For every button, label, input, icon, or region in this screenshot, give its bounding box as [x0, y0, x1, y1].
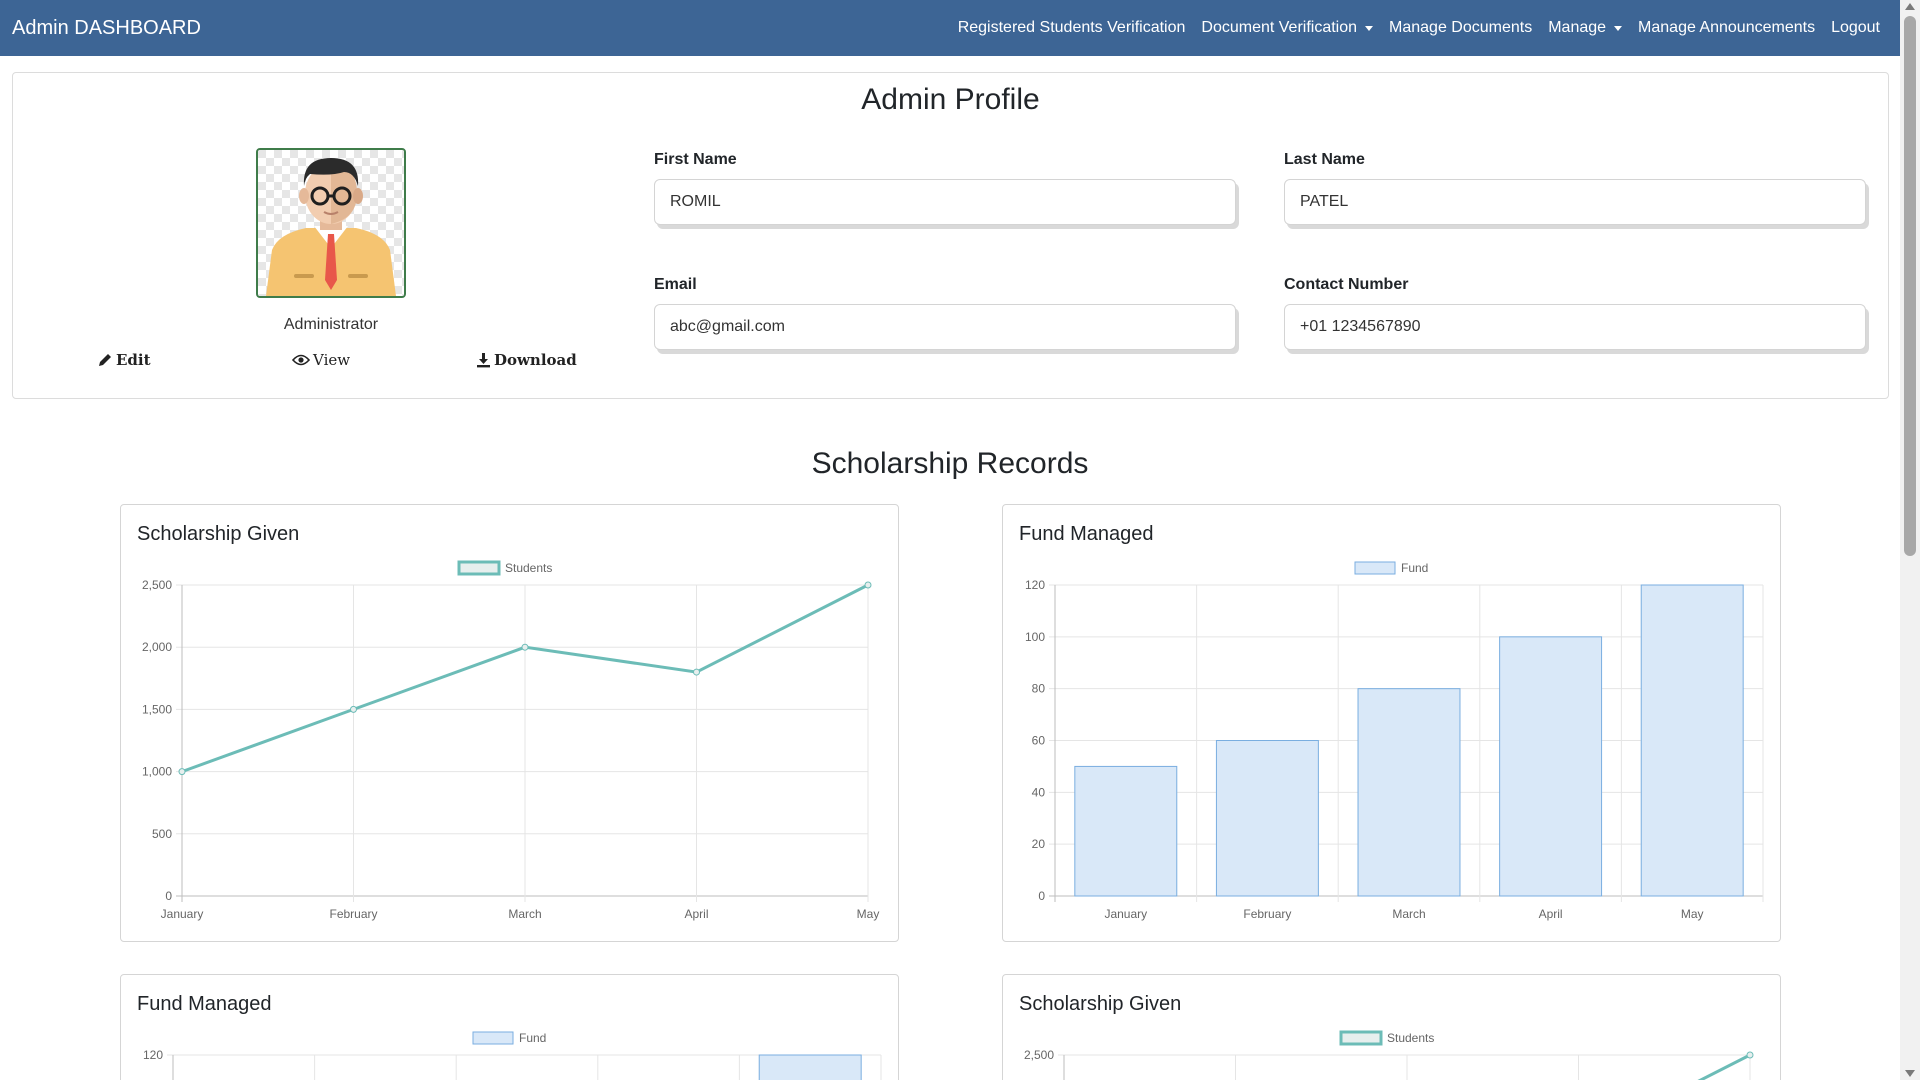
admin-avatar — [256, 148, 406, 298]
legend-label: Fund — [519, 1031, 546, 1045]
y-tick-label: 20 — [1032, 837, 1046, 851]
eye-icon — [292, 354, 310, 366]
scholarship-given-line-chart: Students 0 500 1,000 1,500 2,000 2,500 January F… — [142, 560, 880, 921]
scholarship-given-chart-card: Scholarship Given Students 0 500 1,000 1,500… — [120, 504, 899, 942]
x-tick-label: February — [1243, 907, 1291, 921]
y-tick-label: 40 — [1032, 785, 1046, 799]
admin-profile-card: Admin Profile — [12, 72, 1889, 399]
chart-title: Fund Managed — [1019, 523, 1154, 545]
bar — [1074, 765, 1178, 897]
navbar-menu: Registered Students Verification Documen… — [950, 19, 1888, 37]
first-name-label: First Name — [654, 151, 737, 168]
nav-document-verification-dropdown[interactable]: Document Verification — [1193, 19, 1381, 37]
email-field[interactable] — [654, 304, 1236, 350]
email-label: Email — [654, 276, 697, 293]
y-tick-label: 100 — [1025, 630, 1045, 644]
chart-legend: Students — [457, 560, 552, 576]
navbar-brand[interactable]: Admin DASHBOARD — [12, 16, 201, 39]
legend-label: Students — [1387, 1031, 1434, 1045]
nav-manage-documents[interactable]: Manage Documents — [1389, 19, 1533, 36]
bar — [1499, 636, 1603, 897]
y-tick-label: 2,500 — [142, 578, 172, 592]
edit-profile-button[interactable]: Edit — [97, 351, 151, 369]
y-tick-label: 500 — [152, 827, 172, 841]
download-profile-button[interactable]: Download — [476, 351, 577, 369]
chart-legend: Fund — [1354, 561, 1428, 575]
chevron-down-icon — [1614, 25, 1623, 31]
nav-manage-dropdown[interactable]: Manage — [1540, 19, 1630, 37]
chart-legend: Students — [1339, 1030, 1434, 1046]
bar — [1357, 688, 1461, 897]
top-navbar: Admin DASHBOARD Registered Students Veri… — [0, 0, 1900, 56]
fund-managed-chart-card: Fund Managed Fund 0 20 40 60 80 100 120 January F… — [1002, 504, 1781, 942]
fund-managed-bar-chart: Fund 0 20 40 60 80 100 120 January February March A… — [1025, 561, 1764, 921]
scroll-up-arrow-icon[interactable] — [1905, 3, 1915, 10]
scholarship-records-title: Scholarship Records — [811, 447, 1089, 480]
bar — [1215, 740, 1319, 897]
chart-grid — [1058, 1054, 1751, 1080]
scholarship-given-chart-card-2: Scholarship Given Students05001,0001,500… — [1002, 974, 1781, 1080]
fund-managed-bar-chart-2: Fund020406080100120JanuaryFebruaryMarchA… — [143, 1031, 882, 1080]
chevron-down-icon — [1365, 25, 1374, 31]
data-point — [693, 668, 700, 676]
y-tick-label: 80 — [1032, 682, 1046, 696]
legend-label: Students — [505, 561, 552, 575]
data-point — [350, 705, 357, 713]
legend-label: Fund — [1401, 561, 1428, 575]
contact-number-field[interactable] — [1284, 304, 1866, 350]
legend-swatch — [1339, 1030, 1383, 1046]
y-tick-label: 0 — [165, 889, 172, 903]
admin-role-label: Administrator — [283, 316, 379, 333]
legend-swatch — [457, 560, 501, 576]
nav-manage-announcements[interactable]: Manage Announcements — [1638, 19, 1816, 36]
view-profile-button[interactable]: View — [292, 351, 350, 369]
legend-swatch — [1354, 561, 1396, 575]
bar — [758, 1054, 862, 1080]
y-tick-label: 0 — [1038, 889, 1045, 903]
pencil-icon — [99, 354, 111, 366]
chart-grid — [176, 584, 869, 902]
x-tick-label: May — [857, 907, 880, 921]
scroll-down-arrow-icon[interactable] — [1905, 1070, 1915, 1077]
data-point — [864, 581, 872, 589]
y-tick-label: 120 — [143, 1048, 163, 1062]
y-tick-label: 1,000 — [142, 765, 172, 779]
x-tick-label: January — [161, 907, 204, 921]
y-tick-label: 2,500 — [1024, 1048, 1054, 1062]
nav-registered-students-verification[interactable]: Registered Students Verification — [957, 19, 1186, 36]
y-tick-label: 1,500 — [142, 702, 172, 716]
profile-title: Admin Profile — [861, 83, 1040, 116]
download-icon — [477, 353, 490, 368]
data-point — [178, 768, 186, 776]
scholarship-given-line-chart-2: Students05001,0001,5002,0002,500JanuaryF… — [1024, 1030, 1754, 1080]
fund-managed-chart-card-2: Fund Managed Fund020406080100120JanuaryF… — [120, 974, 899, 1080]
nav-logout[interactable]: Logout — [1831, 19, 1880, 36]
x-tick-label: March — [1392, 907, 1425, 921]
chart-title: Scholarship Given — [1019, 993, 1182, 1015]
last-name-label: Last Name — [1284, 151, 1365, 168]
y-tick-label: 60 — [1032, 734, 1046, 748]
chart-title: Scholarship Given — [137, 523, 300, 545]
x-tick-label: February — [329, 907, 377, 921]
x-tick-label: March — [508, 907, 541, 921]
legend-swatch — [472, 1031, 514, 1045]
y-tick-label: 2,000 — [142, 640, 172, 654]
contact-number-label: Contact Number — [1284, 276, 1409, 293]
chart-legend: Fund — [472, 1031, 546, 1045]
bar — [1640, 584, 1744, 897]
data-point — [521, 643, 529, 651]
x-tick-label: January — [1104, 907, 1147, 921]
data-point — [1746, 1051, 1754, 1059]
x-tick-label: April — [1539, 907, 1563, 921]
chart-title: Fund Managed — [137, 993, 272, 1015]
x-tick-label: April — [684, 907, 708, 921]
scrollbar-thumb[interactable] — [1904, 16, 1916, 556]
x-tick-label: May — [1681, 907, 1704, 921]
vertical-scrollbar[interactable] — [1900, 0, 1920, 1080]
first-name-field[interactable] — [654, 179, 1236, 225]
last-name-field[interactable] — [1284, 179, 1866, 225]
y-tick-label: 120 — [1025, 578, 1045, 592]
